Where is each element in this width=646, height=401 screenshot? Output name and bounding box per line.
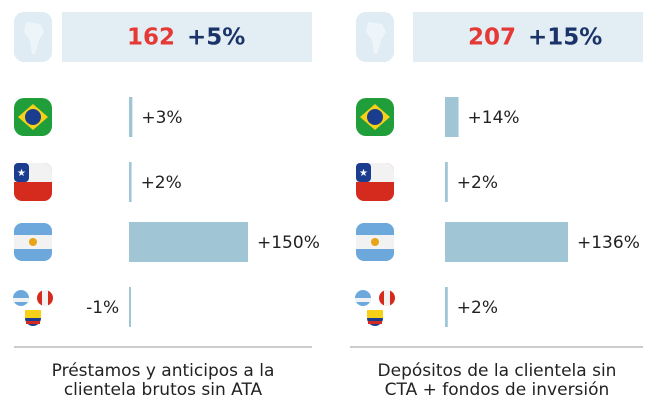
flag-sun — [29, 238, 37, 246]
flag-white2 — [356, 173, 394, 182]
flag-icon: ★ — [14, 163, 52, 201]
caption: clientela brutos sin ATA — [64, 380, 263, 400]
flag-icon — [356, 223, 394, 261]
flag-icon — [14, 223, 52, 261]
total-value: 207 — [468, 25, 516, 51]
value-label: -1% — [86, 298, 119, 318]
flag-icon: ★ — [356, 163, 394, 201]
flag-icon — [14, 98, 52, 136]
total-value: 162 — [127, 25, 175, 51]
flag-white2 — [14, 173, 52, 182]
region-shape — [24, 22, 44, 54]
flag-colombia-yellow — [25, 310, 41, 318]
caption: Depósitos de la clientela sin — [378, 361, 617, 381]
flag-uruguay-band — [13, 298, 29, 302]
flag-blue — [356, 163, 371, 182]
flag-icon — [356, 98, 394, 136]
flag-globe — [367, 109, 383, 125]
flag-uruguay-band — [355, 298, 371, 302]
value-label: +150% — [257, 233, 320, 253]
header-box — [62, 12, 312, 62]
caption: Préstamos y anticipos a la — [52, 361, 275, 381]
region-shape — [366, 22, 386, 54]
bar — [130, 162, 132, 202]
flag-globe — [25, 109, 41, 125]
total-change: +15% — [528, 25, 602, 51]
value-label: +3% — [141, 108, 182, 128]
bar — [446, 97, 459, 137]
value-label: +14% — [468, 108, 520, 128]
flag-colombia-yellow — [367, 310, 383, 318]
flag-icon — [13, 290, 53, 326]
bar — [130, 97, 133, 137]
flag-icon — [355, 290, 395, 326]
flag-sun — [371, 238, 379, 246]
value-label: +136% — [577, 233, 640, 253]
flag-colombia-red — [368, 321, 382, 324]
bar — [446, 162, 448, 202]
flag-peru-band — [384, 290, 390, 306]
flag-star: ★ — [359, 168, 368, 179]
value-label: +2% — [457, 298, 498, 318]
bar — [129, 287, 130, 327]
bar — [130, 222, 248, 262]
caption: CTA + fondos de inversión — [385, 380, 610, 400]
value-label: +2% — [141, 173, 182, 193]
flag-blue — [14, 163, 29, 182]
bar — [446, 222, 568, 262]
flag-colombia-red — [26, 321, 40, 324]
flag-peru-band — [42, 290, 48, 306]
flag-star: ★ — [17, 168, 26, 179]
value-label: +2% — [457, 173, 498, 193]
bar — [446, 287, 448, 327]
total-change: +5% — [187, 25, 245, 51]
header-box — [413, 12, 643, 62]
